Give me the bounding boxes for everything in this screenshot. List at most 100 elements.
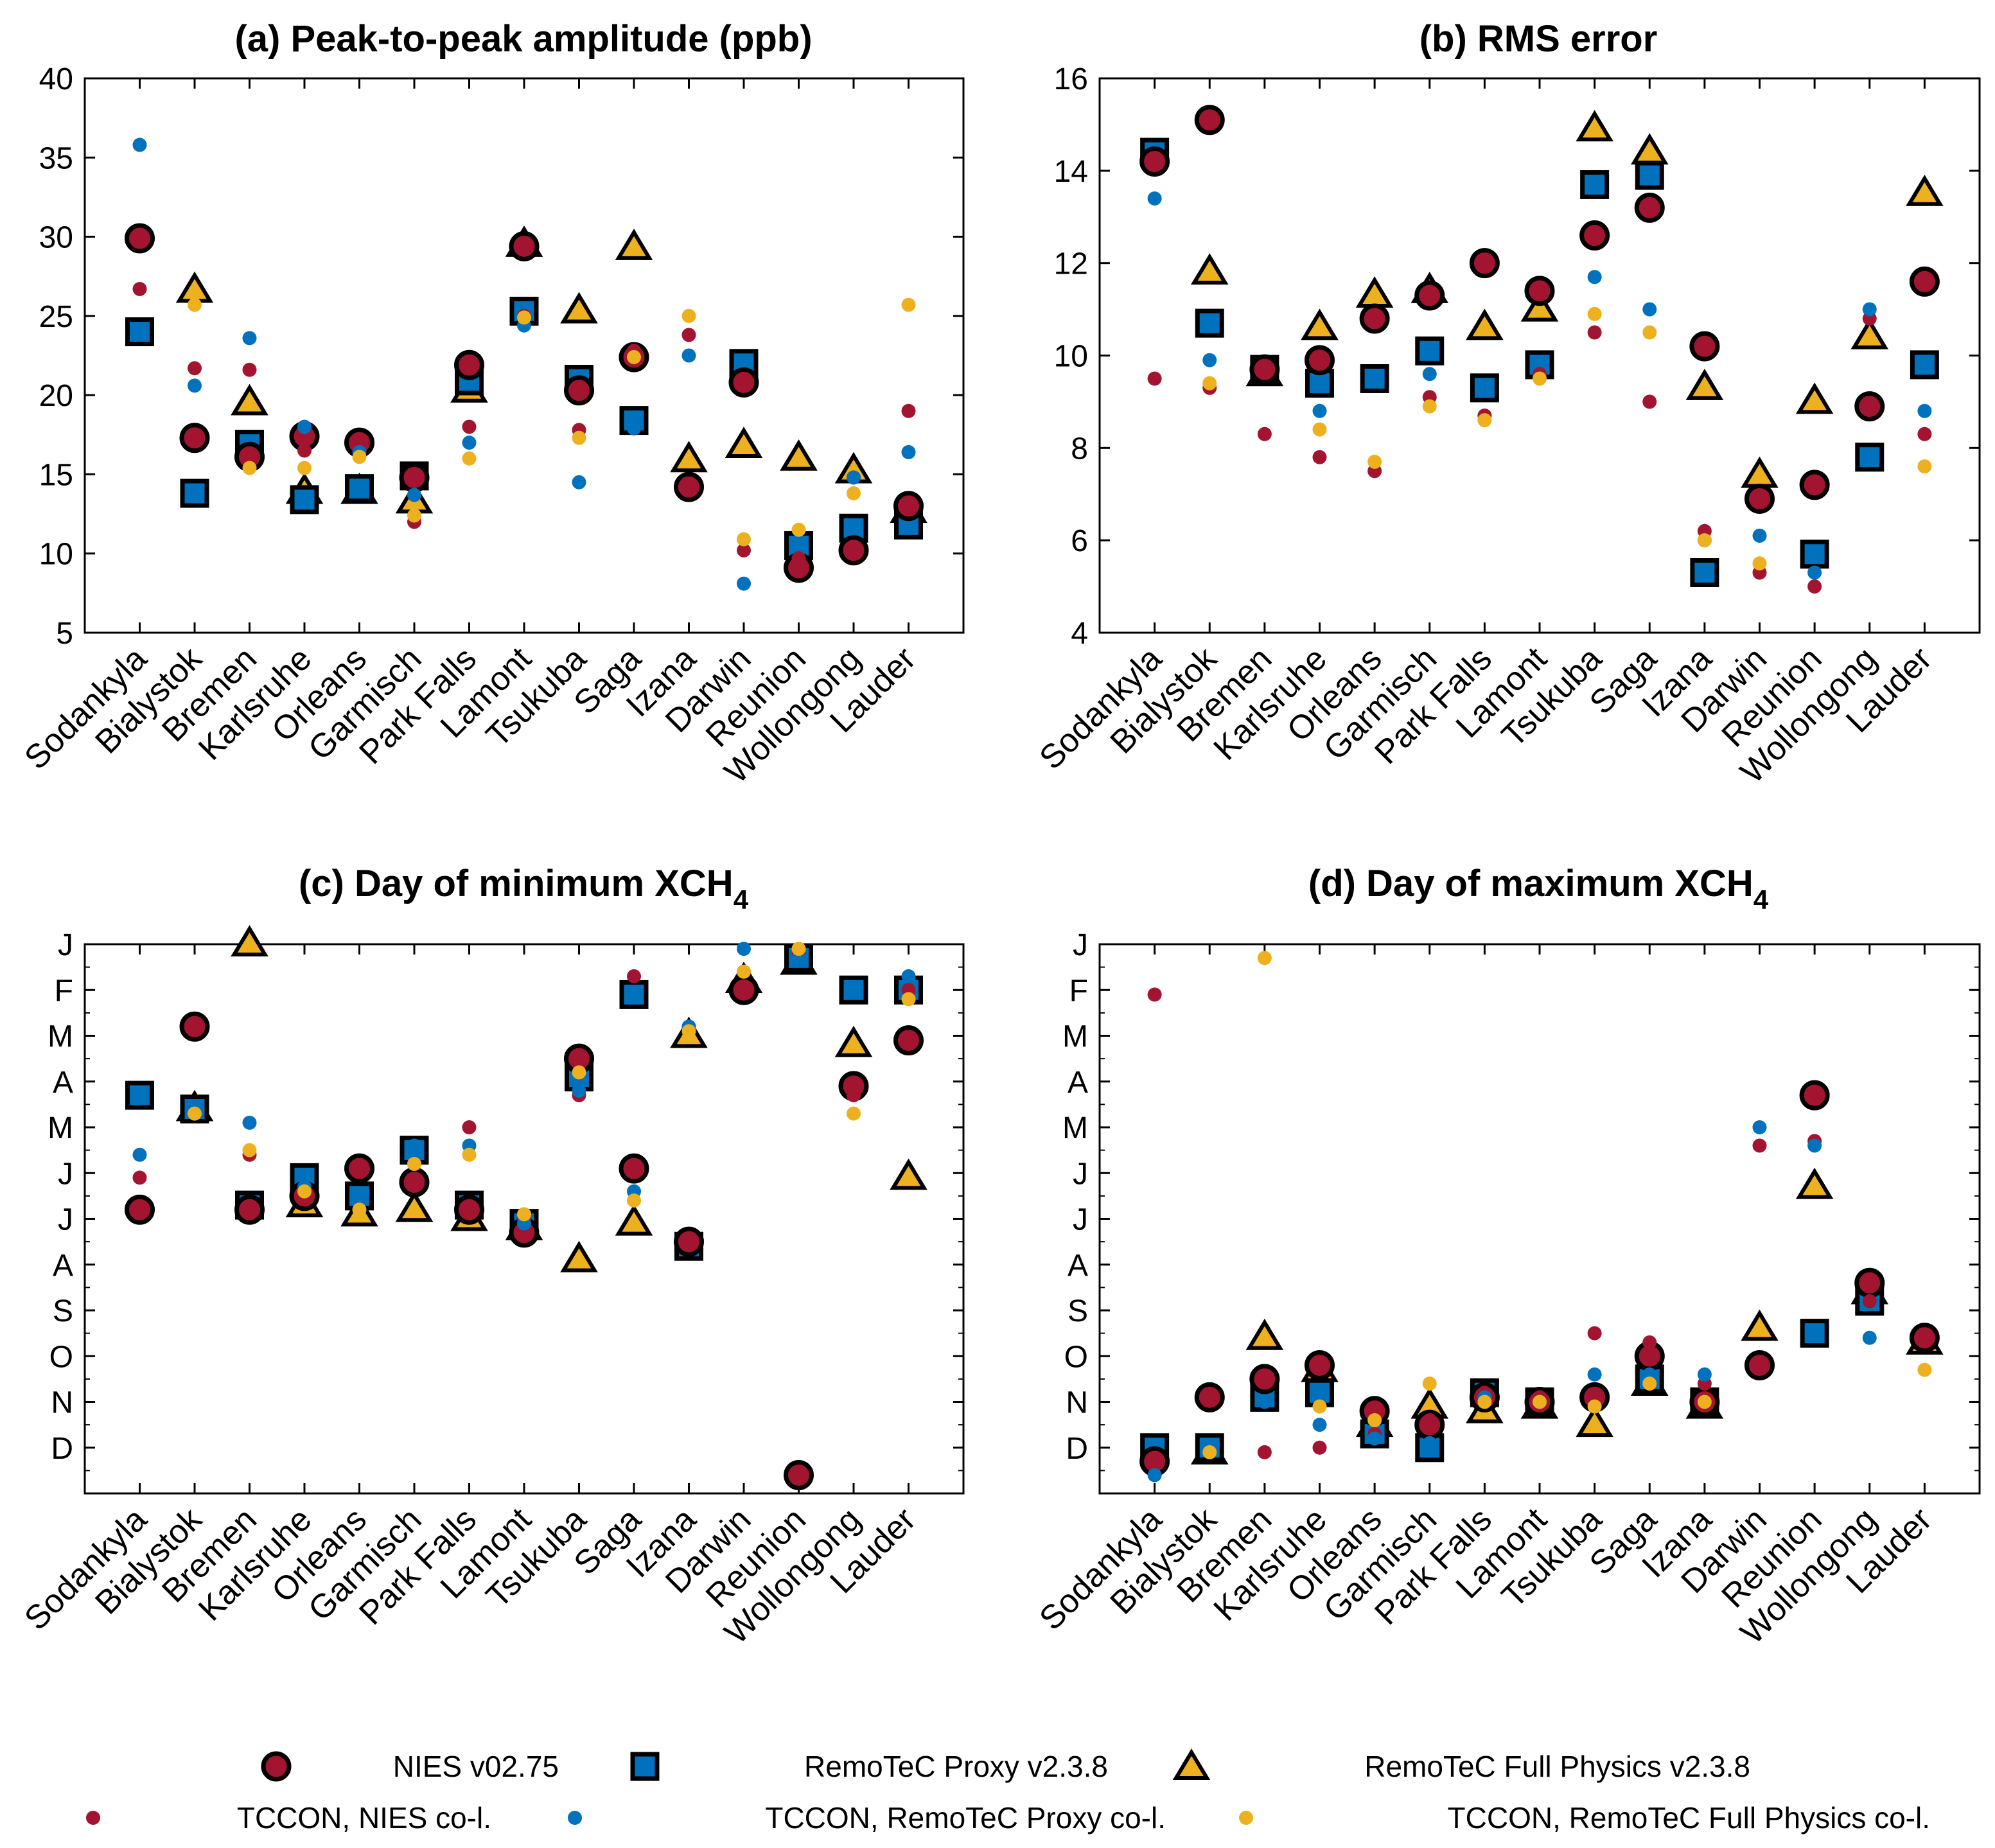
panel-d-point-tccon-fullphys bbox=[1917, 1362, 1932, 1377]
panel-c-ytick-label: F bbox=[55, 974, 73, 1008]
panel-b-point-tccon-nies bbox=[1917, 427, 1932, 441]
panel-c-point-tccon-proxy bbox=[901, 969, 916, 983]
legend-marker-tccon-nies bbox=[86, 1811, 100, 1825]
panel-b-point-proxy bbox=[1635, 161, 1664, 190]
panel-d-ytick-label: M bbox=[1062, 1020, 1088, 1054]
panel-a-point-tccon-proxy bbox=[462, 436, 477, 450]
panel-c-point-tccon-proxy bbox=[132, 1147, 147, 1162]
panel-a-point-nies bbox=[509, 231, 540, 261]
panel-a-point-fullphys bbox=[725, 427, 763, 459]
panel-a-point-fullphys bbox=[560, 292, 598, 324]
panel-c-point-tccon-nies bbox=[847, 1088, 861, 1103]
panel-b-point-nies bbox=[1579, 220, 1610, 251]
panel-d-point-tccon-fullphys bbox=[1533, 1395, 1547, 1409]
panel-b-point-nies bbox=[1139, 146, 1170, 177]
panel-b-point-fullphys bbox=[1520, 290, 1559, 322]
panel-c-point-nies bbox=[893, 1025, 924, 1056]
panel-a: 510152025303540SodankylaBialystokBremenK… bbox=[17, 62, 965, 791]
panel-d-point-tccon-fullphys bbox=[1202, 1445, 1217, 1459]
panel-b-point-tccon-proxy bbox=[1917, 403, 1932, 418]
panel-a-point-tccon-fullphys bbox=[352, 450, 367, 464]
panel-b-title: (b) RMS error bbox=[1419, 18, 1658, 60]
panel-a-point-tccon-proxy bbox=[188, 378, 202, 393]
panel-d-ytick-label: A bbox=[1068, 1066, 1088, 1100]
panel-c-point-tccon-fullphys bbox=[791, 942, 806, 956]
panel-d-point-nies bbox=[1854, 1267, 1885, 1298]
panel-b-point-tccon-nies bbox=[1587, 325, 1602, 340]
panel-b-point-tccon-fullphys bbox=[1367, 454, 1382, 469]
panel-c-point-fullphys bbox=[834, 1025, 873, 1057]
panel-b-point-tccon-fullphys bbox=[1697, 533, 1712, 548]
panel-c-point-tccon-fullphys bbox=[242, 1143, 257, 1157]
panel-c-point-fullphys bbox=[560, 1240, 598, 1272]
legend-label-fullphys: RemoTeC Full Physics v2.3.8 bbox=[1364, 1750, 1750, 1783]
panel-b-point-proxy bbox=[1855, 443, 1885, 472]
panel-c: JFMAMJJASONDSodankylaBialystokBremenKarl… bbox=[17, 925, 965, 1651]
panel-a-point-tccon-fullphys bbox=[737, 532, 751, 547]
panel-c-point-tccon-nies bbox=[462, 1120, 477, 1134]
panel-b-point-nies bbox=[1634, 192, 1665, 223]
panel-c-point-nies bbox=[399, 1167, 430, 1197]
panel-a-point-fullphys bbox=[231, 383, 268, 416]
panel-a-point-fullphys bbox=[175, 271, 214, 303]
legend-marker-nies bbox=[261, 1751, 292, 1782]
panel-d-point-tccon-nies bbox=[1642, 1335, 1657, 1350]
panel-a-point-tccon-fullphys bbox=[407, 508, 421, 523]
panel-d-ytick-label: O bbox=[1064, 1340, 1088, 1374]
panel-c-ytick-label: N bbox=[51, 1386, 73, 1420]
panel-d-ytick-label: A bbox=[1068, 1249, 1088, 1283]
panel-d-point-tccon-nies bbox=[1312, 1440, 1327, 1455]
panel-a-point-tccon-fullphys bbox=[242, 461, 257, 475]
panel-b-point-nies bbox=[1689, 331, 1720, 362]
panel-c-point-tccon-proxy bbox=[242, 1115, 257, 1130]
panel-a-ytick-label: 15 bbox=[39, 458, 73, 492]
panel-d-point-nies bbox=[1249, 1364, 1280, 1395]
panel-a-ytick-label: 35 bbox=[39, 141, 73, 175]
panel-b-point-tccon-proxy bbox=[1147, 191, 1162, 206]
panel-b-ytick-label: 12 bbox=[1054, 247, 1088, 281]
panel-b-point-tccon-fullphys bbox=[1312, 422, 1327, 437]
panel-a-point-tccon-proxy bbox=[242, 331, 257, 346]
panel-a-point-tccon-nies bbox=[681, 328, 696, 342]
panel-b-point-proxy bbox=[1580, 170, 1610, 199]
panel-d-point-nies bbox=[1799, 1080, 1830, 1111]
panel-b-point-tccon-fullphys bbox=[1642, 325, 1657, 340]
legend-marker-fullphys bbox=[1172, 1748, 1211, 1780]
panel-b-point-proxy bbox=[1690, 558, 1719, 588]
panel-a-point-fullphys bbox=[615, 229, 653, 260]
panel-c-ytick-label: A bbox=[53, 1066, 73, 1100]
panel-d-title-subscript: 4 bbox=[1753, 884, 1769, 915]
panel-b-point-tccon-fullphys bbox=[1533, 371, 1547, 386]
panel-c-point-tccon-proxy bbox=[572, 1084, 586, 1098]
panel-d-point-tccon-proxy bbox=[1312, 1418, 1327, 1432]
panel-a-point-tccon-nies bbox=[901, 403, 916, 418]
panel-d-ytick-label: S bbox=[1068, 1294, 1088, 1328]
panel-b-point-tccon-proxy bbox=[1202, 353, 1217, 367]
panel-c-ytick-label: O bbox=[49, 1340, 73, 1374]
panel-c-point-tccon-fullphys bbox=[517, 1207, 531, 1222]
panel-a-point-nies bbox=[728, 367, 759, 398]
panel-d-point-tccon-nies bbox=[1587, 1326, 1602, 1341]
panel-b-ytick-label: 6 bbox=[1071, 524, 1088, 558]
panel-d: JFMAMJJASONDSodankylaBialystokBremenKarl… bbox=[1032, 928, 1981, 1651]
panel-b-point-tccon-nies bbox=[1257, 427, 1272, 441]
panel-a-ytick-label: 30 bbox=[39, 221, 73, 255]
panel-b-point-tccon-fullphys bbox=[1587, 306, 1602, 321]
panel-b-point-fullphys bbox=[1466, 308, 1504, 340]
panel-b-point-tccon-nies bbox=[1312, 450, 1327, 464]
panel-c-point-tccon-fullphys bbox=[901, 992, 916, 1007]
panel-a-ytick-label: 20 bbox=[39, 379, 73, 413]
panel-b-point-nies bbox=[1305, 345, 1335, 376]
panel-d-point-nies bbox=[1745, 1350, 1775, 1380]
panel-d-ytick-label: N bbox=[1066, 1386, 1088, 1420]
panel-a-point-tccon-nies bbox=[188, 361, 202, 376]
panel-c-ytick-label: S bbox=[53, 1294, 73, 1328]
panel-a-point-tccon-proxy bbox=[297, 419, 312, 434]
legend-item-tccon-proxy: TCCON, RemoTeC Proxy co-l. bbox=[568, 1801, 1166, 1835]
legend-label-proxy: RemoTeC Proxy v2.3.8 bbox=[804, 1750, 1108, 1783]
panel-a-point-tccon-nies bbox=[737, 543, 751, 558]
panel-c-point-tccon-fullphys bbox=[462, 1147, 477, 1162]
panel-b-point-proxy bbox=[1360, 364, 1389, 393]
panel-b-point-fullphys bbox=[1850, 317, 1889, 349]
